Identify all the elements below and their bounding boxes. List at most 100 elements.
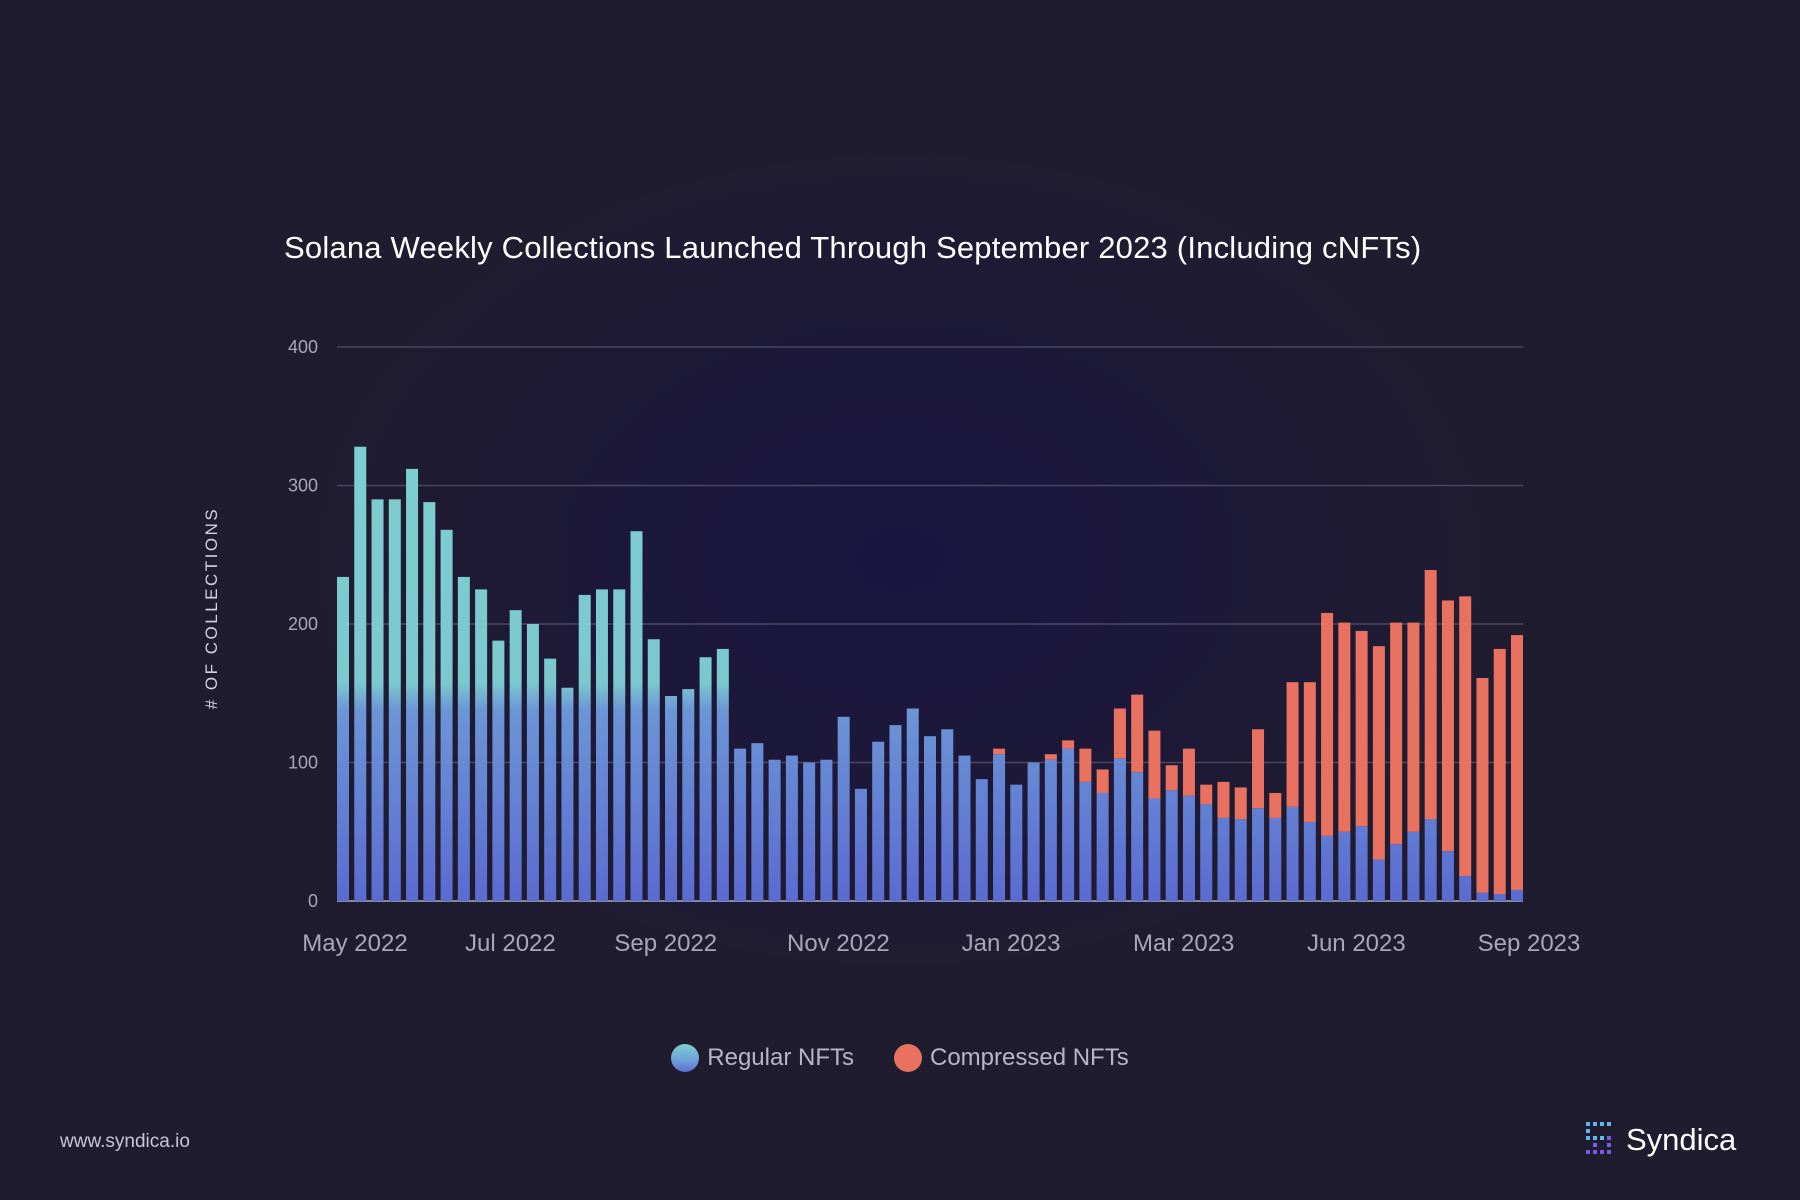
bar-regular[interactable] (958, 755, 971, 901)
bar-compressed[interactable] (1148, 730, 1161, 799)
bar-regular[interactable] (613, 589, 626, 902)
bar-regular[interactable] (785, 755, 798, 901)
bar-compressed[interactable] (1252, 729, 1265, 809)
bar-compressed[interactable] (1424, 569, 1437, 820)
bar-compressed[interactable] (1079, 748, 1092, 782)
bar-compressed[interactable] (1044, 754, 1057, 760)
bar-regular[interactable] (1165, 790, 1178, 901)
bar-regular[interactable] (509, 610, 522, 901)
bar-compressed[interactable] (1390, 622, 1403, 845)
bar-regular[interactable] (1096, 792, 1109, 901)
bar-regular[interactable] (1338, 831, 1351, 901)
bar-regular[interactable] (337, 576, 349, 901)
bar-compressed[interactable] (1493, 648, 1506, 895)
bar-compressed[interactable] (1441, 600, 1454, 852)
bar-regular[interactable] (406, 468, 419, 901)
bar-compressed[interactable] (1200, 784, 1213, 805)
bar-regular[interactable] (1286, 806, 1299, 901)
bar-regular[interactable] (354, 446, 367, 901)
bar-regular[interactable] (388, 499, 401, 901)
bar-compressed[interactable] (1338, 622, 1351, 832)
bar-regular[interactable] (924, 736, 936, 901)
bar-regular[interactable] (647, 639, 660, 901)
bar-compressed[interactable] (1131, 694, 1144, 773)
bar-compressed[interactable] (1217, 781, 1230, 818)
bar-regular[interactable] (371, 499, 384, 901)
bar-regular[interactable] (578, 594, 591, 901)
bar-compressed[interactable] (1355, 630, 1368, 827)
bar-regular[interactable] (1459, 876, 1472, 901)
bar-regular[interactable] (682, 689, 695, 901)
bar-regular[interactable] (475, 589, 488, 902)
bar-regular[interactable] (872, 741, 885, 901)
bar-compressed[interactable] (1062, 740, 1075, 749)
bar-regular[interactable] (561, 687, 574, 901)
bar-compressed[interactable] (1234, 787, 1247, 820)
bar-regular[interactable] (1027, 762, 1040, 902)
bar-compressed[interactable] (1096, 769, 1109, 793)
legend-item-regular[interactable]: Regular NFTs (671, 1044, 854, 1072)
bar-regular[interactable] (665, 696, 678, 901)
bar-regular[interactable] (492, 640, 505, 901)
bar-regular[interactable] (1372, 859, 1385, 901)
bar-compressed[interactable] (1269, 792, 1282, 818)
bar-regular[interactable] (975, 779, 988, 901)
bar-regular[interactable] (1131, 772, 1144, 901)
bar-regular[interactable] (1234, 819, 1247, 901)
bar-regular[interactable] (595, 589, 608, 902)
bar-regular[interactable] (699, 657, 712, 901)
bar-regular[interactable] (1062, 748, 1075, 901)
bar-regular[interactable] (1010, 784, 1023, 901)
bar-regular[interactable] (768, 759, 781, 901)
bar-regular[interactable] (716, 648, 729, 901)
bar-regular[interactable] (1252, 808, 1265, 901)
bar-regular[interactable] (1424, 819, 1437, 901)
bar-regular[interactable] (941, 729, 954, 901)
bar-compressed[interactable] (1165, 765, 1178, 791)
legend-item-compressed[interactable]: Compressed NFTs (894, 1044, 1129, 1072)
bar-compressed[interactable] (1321, 612, 1334, 836)
bar-regular[interactable] (423, 502, 436, 901)
bar-regular[interactable] (1441, 851, 1454, 901)
bar-regular[interactable] (630, 531, 643, 901)
bar-compressed[interactable] (993, 748, 1006, 755)
bar-regular[interactable] (457, 576, 470, 901)
bar-regular[interactable] (1321, 835, 1334, 901)
bar-compressed[interactable] (1511, 635, 1523, 890)
bar-regular[interactable] (1113, 758, 1126, 901)
website-link[interactable]: www.syndica.io (60, 1131, 190, 1152)
bar-regular[interactable] (820, 759, 833, 901)
bar-compressed[interactable] (1372, 646, 1385, 860)
bar-compressed[interactable] (1459, 596, 1472, 877)
bar-regular[interactable] (1269, 817, 1282, 901)
bar-regular[interactable] (1493, 894, 1506, 901)
bar-regular[interactable] (544, 658, 557, 902)
bar-regular[interactable] (1303, 822, 1316, 901)
bar-regular[interactable] (1390, 844, 1403, 901)
bar-regular[interactable] (1476, 892, 1489, 901)
bar-regular[interactable] (837, 716, 850, 901)
bar-regular[interactable] (1217, 817, 1230, 901)
bar-regular[interactable] (1044, 759, 1057, 901)
bar-compressed[interactable] (1476, 678, 1489, 893)
bar-regular[interactable] (889, 725, 902, 901)
bar-regular[interactable] (854, 788, 867, 901)
bar-regular[interactable] (440, 529, 453, 901)
bar-regular[interactable] (993, 754, 1006, 901)
bar-regular[interactable] (1182, 795, 1195, 901)
bar-compressed[interactable] (1407, 622, 1420, 832)
bar-compressed[interactable] (1182, 748, 1195, 796)
bar-regular[interactable] (906, 708, 919, 901)
bar-regular[interactable] (1200, 804, 1213, 901)
bar-regular[interactable] (526, 624, 539, 901)
bar-compressed[interactable] (1113, 708, 1126, 759)
bar-regular[interactable] (1407, 831, 1420, 901)
bar-regular[interactable] (734, 748, 747, 901)
bar-regular[interactable] (1079, 781, 1092, 901)
bar-regular[interactable] (1511, 889, 1523, 901)
bar-regular[interactable] (803, 762, 816, 902)
bar-regular[interactable] (751, 743, 764, 901)
bar-compressed[interactable] (1286, 682, 1299, 807)
bar-regular[interactable] (1148, 798, 1161, 901)
bar-compressed[interactable] (1303, 682, 1316, 823)
